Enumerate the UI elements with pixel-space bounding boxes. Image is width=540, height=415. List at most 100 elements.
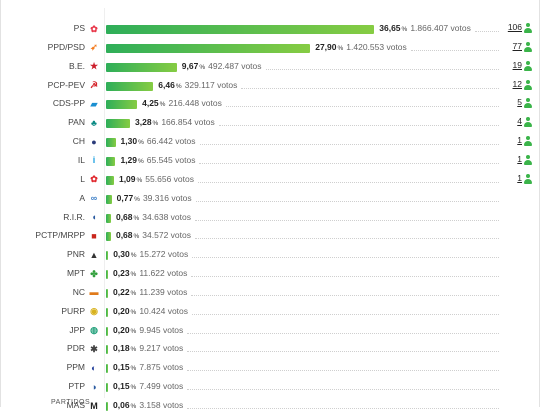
party-row[interactable]: PCP-PEV ☭ 6,46% 329.117 votos 12	[1, 78, 540, 95]
result-label: 0,77% 39.316 votos	[117, 193, 192, 203]
result-bar	[106, 119, 130, 129]
result-label: 0,22% 11.239 votos	[113, 287, 187, 297]
party-row[interactable]: PS ✿ 36,65% 1.866.407 votos 106	[1, 21, 540, 38]
leader-dots	[225, 106, 499, 108]
party-row[interactable]: PPD/PSD ➶ 27,90% 1.420.553 votos 77	[1, 40, 540, 57]
pnr-flame-icon: ▲	[89, 249, 99, 260]
party-row[interactable]: MPT ✤ 0,23% 11.622 votos	[1, 266, 540, 283]
result-bar	[106, 43, 311, 53]
party-row[interactable]: CH ● 1,30% 66.442 votos 1	[1, 134, 540, 151]
result-bar	[106, 100, 138, 110]
percent-sign: %	[138, 139, 144, 147]
seat-count[interactable]: 12	[512, 78, 522, 89]
percent-sign: %	[130, 308, 137, 316]
party-name: PPD/PSD	[47, 41, 85, 52]
result-bar	[106, 326, 108, 336]
percent-sign: %	[134, 195, 140, 203]
result-bar	[106, 175, 114, 185]
percent-value: 0,18	[113, 343, 130, 354]
party-name: MAS	[66, 400, 85, 410]
votes-unit: votos	[238, 60, 262, 71]
aliança-icon: ∞	[90, 193, 98, 204]
rose-fist-icon: ✿	[90, 23, 98, 34]
result-label: 36,65% 1.866.407 votos	[379, 23, 471, 33]
votes-value: 34.638	[142, 211, 169, 222]
party-row[interactable]: PTP ◑ 0,15% 7.499 votos	[1, 379, 540, 396]
seat-count[interactable]: 1	[517, 153, 522, 164]
percent-sign: %	[136, 176, 143, 184]
percent-value: 0,22	[113, 286, 130, 297]
party-row[interactable]: JPP ◍ 0,20% 9.945 votos	[1, 323, 540, 340]
result-label: 0,18% 9.217 votos	[113, 343, 183, 353]
party-row[interactable]: IL i 1,29% 65.545 votos 1	[1, 153, 540, 170]
party-row[interactable]: PAN ♣ 3,28% 166.854 votos 4	[1, 115, 540, 132]
votes-unit: votos	[172, 154, 196, 165]
percent-sign: %	[130, 289, 137, 297]
mas-icon: M	[90, 400, 98, 411]
party-name: PCTP/MRPP	[35, 230, 85, 241]
percent-value: 9,67	[181, 60, 199, 71]
result-label: 6,46% 329.117 votos	[158, 80, 237, 90]
leader-dots	[199, 144, 499, 146]
result-label: 0,20% 9.945 votos	[113, 325, 183, 335]
result-label: 27,90% 1.420.553 votos	[315, 42, 407, 52]
party-name: R.I.R.	[63, 211, 85, 222]
percent-sign: %	[130, 271, 137, 279]
votes-value: 65.545	[146, 154, 173, 165]
party-name: PDR	[67, 343, 85, 354]
rir-icon: ◖	[91, 212, 97, 222]
person-icon	[524, 117, 532, 128]
party-row[interactable]: PCTP/MRPP ■ 0,68% 34.572 votos	[1, 228, 540, 245]
party-row[interactable]: PPM ◐ 0,15% 7.875 votos	[1, 360, 540, 377]
party-row[interactable]: CDS-PP ▰ 4,25% 216.448 votos 5	[1, 96, 540, 113]
ptp-icon: ◑	[91, 381, 97, 392]
party-name: PTP	[68, 381, 85, 392]
leader-dots	[241, 87, 499, 89]
result-bar	[106, 194, 112, 204]
votes-value: 39.316	[142, 192, 169, 203]
votes-unit: votos	[160, 362, 184, 373]
party-row[interactable]: NC ▬ 0,22% 11.239 votos	[1, 285, 540, 302]
axis-line	[104, 8, 105, 398]
party-row[interactable]: R.I.R. ◖ 0,68% 34.638 votos	[1, 210, 540, 227]
hammer-sickle-icon: ☭	[89, 80, 99, 91]
seat-count[interactable]: 106	[507, 22, 522, 32]
votes-value: 34.572	[142, 230, 169, 241]
seat-count[interactable]: 19	[512, 59, 522, 70]
votes-unit: votos	[448, 23, 471, 33]
seat-count[interactable]: 4	[517, 116, 522, 127]
votes-value: 1.420.553	[346, 41, 385, 52]
person-icon	[524, 79, 532, 91]
party-row[interactable]: L ✿ 1,09% 55.656 votos 1	[1, 172, 540, 189]
party-row[interactable]: PURP ◉ 0,20% 10.424 votos	[1, 304, 540, 321]
party-name: NC	[72, 286, 85, 297]
party-row[interactable]: PNR ▲ 0,30% 15.272 votos	[1, 247, 540, 264]
votes-unit: votos	[165, 305, 189, 316]
party-row[interactable]: PDR ✱ 0,18% 9.217 votos	[1, 341, 540, 358]
person-icon	[524, 23, 532, 34]
result-label: 0,06% 3.158 votos	[113, 400, 183, 410]
seat-count[interactable]: 1	[517, 135, 522, 146]
votes-unit: votos	[164, 268, 188, 279]
seat-count[interactable]: 5	[517, 97, 522, 108]
person-icon	[524, 41, 532, 53]
psd-arrows-icon: ➶	[90, 42, 98, 53]
party-name: L	[80, 173, 85, 184]
leader-dots	[187, 351, 499, 353]
seat-count[interactable]: 1	[517, 172, 522, 183]
votes-unit: votos	[165, 249, 189, 260]
leader-dots	[187, 332, 499, 334]
votes-value: 492.487	[208, 60, 239, 71]
party-name: IL	[77, 154, 85, 165]
party-row[interactable]: A ∞ 0,77% 39.316 votos	[1, 191, 540, 208]
seat-count[interactable]: 77	[512, 40, 522, 51]
party-row[interactable]: B.E. ★ 9,67% 492.487 votos 19	[1, 59, 540, 76]
party-name: PPM	[66, 362, 85, 373]
mrpp-icon: ■	[91, 230, 97, 241]
percent-sign: %	[130, 346, 137, 354]
party-name: PAN	[68, 117, 85, 128]
votes-value: 11.239	[139, 286, 165, 297]
percent-value: 4,25	[142, 98, 159, 109]
result-label: 0,30% 15.272 votos	[113, 249, 188, 259]
